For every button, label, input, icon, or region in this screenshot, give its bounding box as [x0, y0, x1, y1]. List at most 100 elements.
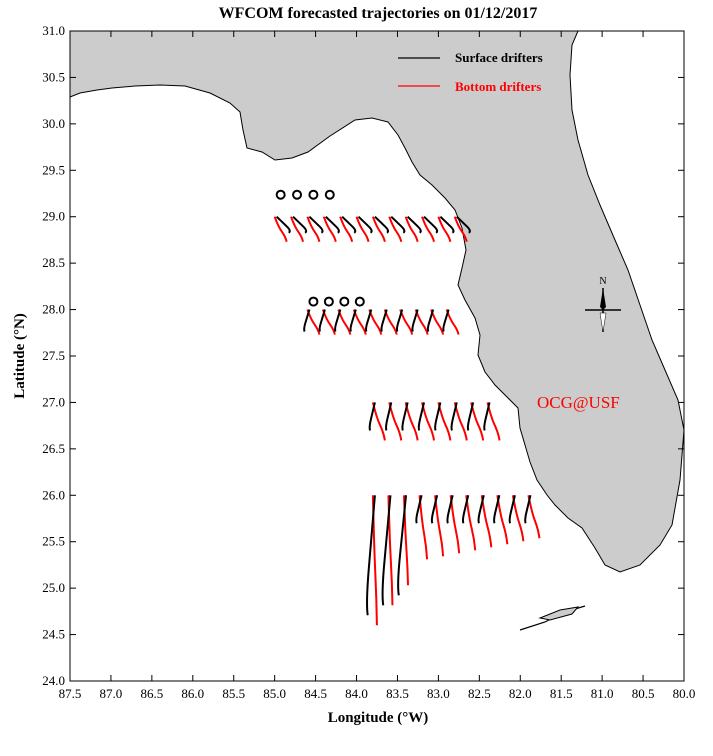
ocg-usf-annotation: OCG@USF — [537, 393, 620, 412]
surface-drifter-trajectory — [334, 309, 342, 333]
surface-drifter-trajectory — [380, 309, 388, 333]
y-tick-label: 26.5 — [42, 441, 65, 456]
surface-drifter-loop — [324, 189, 335, 200]
trajectories — [273, 189, 541, 626]
bottom-drifter-trajectory — [527, 495, 541, 539]
x-tick-label: 82.5 — [468, 686, 491, 701]
x-tick-label: 80.5 — [632, 686, 655, 701]
surface-drifter-loop — [308, 189, 319, 200]
x-tick-label: 86.5 — [140, 686, 163, 701]
surface-drifter-loop — [292, 189, 303, 200]
x-tick-label: 84.5 — [304, 686, 327, 701]
bottom-drifter-trajectory — [290, 216, 305, 242]
y-tick-label: 29.0 — [42, 209, 65, 224]
x-axis: 87.5 87.0 86.5 86.0 85.5 85.0 84.5 84.0 83.5 83.0… — [59, 31, 696, 701]
surface-drifter-trajectory — [430, 495, 439, 524]
surface-drifter-trajectory — [390, 215, 406, 234]
surface-drifter-trajectory — [374, 215, 390, 234]
surface-drifter-trajectory — [439, 215, 455, 234]
surface-drifter-trajectory — [406, 215, 422, 234]
bottom-drifter-trajectory — [306, 216, 321, 242]
surface-drifter-trajectory — [365, 309, 373, 333]
surface-drifter-loop — [308, 296, 319, 307]
surface-drifter-trajectory — [493, 495, 501, 524]
bottom-drifter-trajectory — [430, 309, 445, 335]
chart-title: WFCOM forecasted trajectories on 01/12/2… — [219, 5, 538, 22]
surface-drifter-trajectory — [450, 402, 458, 431]
surface-drifter-loop — [354, 296, 365, 307]
bottom-drifter-trajectory — [445, 309, 460, 335]
surface-drifter-trajectory — [411, 309, 419, 333]
legend-bottom-label: Bottom drifters — [455, 79, 541, 94]
x-tick-label: 86.0 — [181, 686, 204, 701]
bottom-drifter-trajectory — [404, 402, 419, 441]
legend-surface-label: Surface drifters — [455, 50, 543, 65]
surface-drifter-trajectory — [483, 402, 491, 431]
bottom-drifter-trajectory — [355, 216, 370, 242]
y-tick-label: 28.0 — [42, 302, 65, 317]
bottom-drifter-trajectory — [371, 402, 386, 441]
bottom-drifter-trajectory — [418, 495, 429, 560]
y-tick-label: 25.5 — [42, 534, 65, 549]
y-tick-label: 29.5 — [42, 162, 65, 177]
surface-drifter-trajectory — [442, 309, 450, 333]
x-tick-label: 83.5 — [386, 686, 409, 701]
compass-rose: N — [585, 276, 621, 333]
x-tick-label: 83.0 — [427, 686, 450, 701]
surface-drifter-trajectory — [461, 495, 470, 524]
y-axis-title: Latitude (°N) — [12, 313, 28, 399]
bottom-drifter-trajectory — [371, 216, 386, 242]
surface-drifter-trajectory — [292, 215, 308, 234]
y-tick-label: 30.0 — [42, 116, 65, 131]
surface-drifter-trajectory — [318, 309, 326, 333]
y-tick-label: 24.0 — [42, 673, 65, 688]
surface-drifter-trajectory — [466, 402, 475, 431]
surface-drifter-trajectory — [426, 309, 435, 333]
bottom-drifter-trajectory — [449, 495, 461, 554]
surface-drifter-trajectory — [385, 402, 393, 431]
x-tick-label: 87.0 — [100, 686, 123, 701]
surface-drifter-trajectory — [275, 215, 291, 234]
bottom-drifter-trajectory — [388, 216, 403, 242]
bottom-drifter-trajectory — [388, 402, 403, 441]
surface-drifter-trajectory — [357, 215, 373, 234]
bottom-drifter-trajectory — [470, 402, 485, 441]
bottom-drifter-trajectory — [453, 216, 468, 242]
bottom-drifter-trajectory — [480, 495, 493, 548]
bottom-drifter-trajectory — [383, 309, 398, 335]
surface-drifter-trajectory — [477, 495, 485, 524]
bottom-drifter-trajectory — [306, 309, 321, 335]
bottom-drifter-trajectory — [352, 309, 367, 335]
bottom-drifter-trajectory — [511, 495, 525, 542]
surface-drifter-trajectory — [366, 495, 376, 616]
y-tick-label: 31.0 — [42, 23, 65, 38]
x-tick-label: 81.0 — [591, 686, 614, 701]
compass-north-label: N — [599, 276, 606, 287]
x-tick-label: 80.0 — [673, 686, 696, 701]
legend: Surface drifters Bottom drifters — [398, 50, 543, 94]
y-tick-label: 30.5 — [42, 69, 65, 84]
surface-drifter-loop — [323, 296, 334, 307]
surface-drifter-trajectory — [423, 215, 439, 234]
y-tick-label: 24.5 — [42, 627, 65, 642]
bottom-drifter-trajectory — [339, 216, 354, 242]
surface-drifter-loop — [339, 296, 350, 307]
bottom-drifter-trajectory — [368, 309, 383, 335]
surface-drifter-trajectory — [325, 215, 340, 234]
x-tick-label: 85.0 — [263, 686, 286, 701]
florida-land — [69, 30, 685, 573]
bottom-drifter-trajectory — [404, 216, 419, 242]
bottom-drifter-trajectory — [437, 402, 452, 441]
surface-drifter-trajectory — [349, 309, 357, 333]
surface-drifter-trajectory — [417, 402, 425, 431]
surface-drifter-trajectory — [303, 309, 311, 333]
x-tick-label: 82.0 — [509, 686, 532, 701]
y-axis: 24.0 24.5 25.0 25.5 26.0 26.5 27.0 27.5 28.0 28.5… — [42, 23, 684, 688]
surface-drifter-trajectory — [446, 495, 454, 524]
bottom-drifter-trajectory — [465, 495, 477, 551]
bottom-drifter-trajectory — [421, 402, 436, 441]
surface-drifter-trajectory — [395, 309, 404, 333]
y-tick-label: 25.0 — [42, 580, 65, 595]
bottom-drifter-trajectory — [486, 402, 501, 441]
bottom-drifter-trajectory — [453, 402, 468, 441]
